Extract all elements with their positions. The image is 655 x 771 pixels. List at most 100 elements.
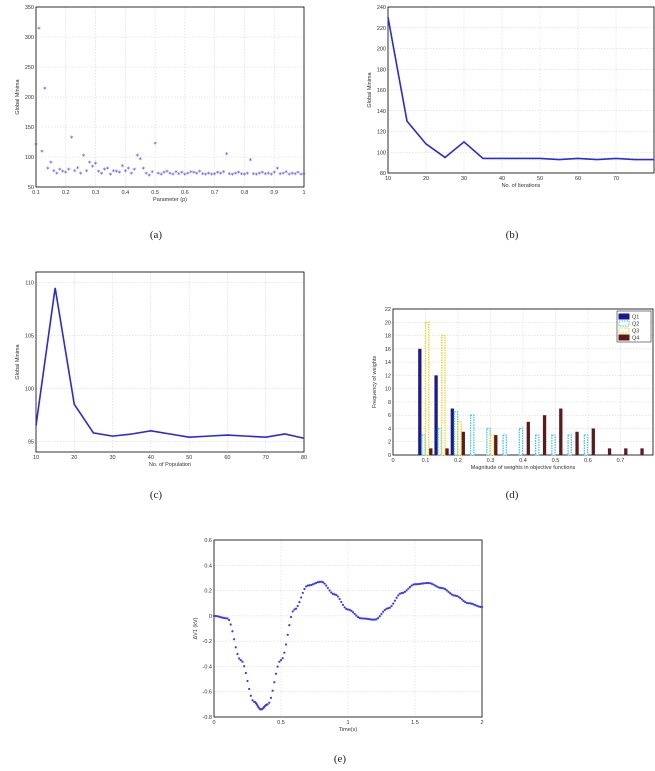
data-point (326, 586, 329, 590)
data-point (413, 583, 417, 586)
data-point: * (106, 166, 110, 174)
data-point (417, 582, 420, 586)
data-point: * (216, 170, 220, 178)
data-point (437, 586, 440, 589)
bar-q4 (591, 428, 595, 455)
axes-frame (35, 271, 305, 453)
bar-q1 (450, 408, 454, 455)
legend-label: Q4 (632, 336, 639, 342)
data-point: * (293, 171, 297, 179)
y-tick-label: 200 (25, 95, 34, 101)
data-point (244, 671, 247, 675)
bar-q4 (575, 431, 579, 455)
x-tick-label: 0.8 (241, 190, 249, 196)
data-point (343, 606, 346, 609)
data-point (403, 590, 407, 593)
data-point (356, 615, 360, 619)
data-point: * (243, 172, 247, 180)
bar-q2 (437, 427, 443, 456)
data-point (462, 599, 465, 602)
bar-q2 (534, 434, 540, 456)
data-point: * (207, 170, 211, 178)
data-point: * (255, 172, 259, 180)
data-point (422, 582, 425, 585)
bar-q4 (559, 408, 563, 455)
data-point (316, 581, 319, 584)
data-point: * (287, 172, 291, 180)
data-point: * (144, 170, 148, 178)
data-point (368, 618, 371, 621)
data-point (340, 600, 343, 604)
data-point: * (127, 166, 131, 174)
panel-d-plot: 0 0.1 0.2 0.3 0.4 0.5 0.6 0.7 0 2 4 6 8 10 12 14 16 18 20 2… (372, 307, 654, 471)
data-point (469, 602, 472, 605)
data-point (428, 582, 432, 585)
data-point (249, 694, 252, 697)
data-point: * (258, 170, 262, 178)
x-tick-label: 0 (212, 720, 215, 726)
data-point (238, 657, 241, 660)
data-point (400, 592, 403, 595)
data-point (233, 638, 236, 641)
axes-frame (213, 539, 483, 718)
data-point (279, 659, 283, 662)
y-tick-label: 250 (25, 65, 34, 71)
data-point (365, 617, 368, 620)
data-point (360, 617, 363, 620)
data-point: * (284, 169, 288, 177)
data-point: * (133, 167, 137, 175)
data-point (434, 584, 437, 587)
data-point (269, 696, 273, 699)
data-point (382, 610, 385, 613)
y-tick-label: 150 (25, 125, 34, 131)
data-point (229, 623, 232, 626)
data-point (393, 599, 396, 602)
x-tick-label: 0.5 (151, 190, 159, 196)
data-point (294, 607, 298, 610)
x-tick-label: 0.6 (181, 190, 189, 196)
data-point (236, 652, 239, 656)
data-point (439, 586, 442, 589)
data-point: * (234, 170, 238, 178)
legend-swatch (618, 313, 630, 320)
data-point: * (168, 170, 172, 178)
data-point (412, 583, 415, 586)
data-point: * (91, 164, 95, 172)
data-point: * (222, 169, 226, 177)
data-point: * (195, 170, 199, 178)
data-point (306, 584, 309, 587)
y-tick-label: 140 (377, 109, 386, 115)
y-tick-label: 10 (385, 387, 391, 393)
bar-q4 (494, 435, 498, 455)
data-point (341, 603, 345, 606)
data-point (385, 607, 388, 610)
data-point (325, 584, 328, 587)
x-tick-label: 20 (71, 455, 77, 461)
data-point: * (88, 160, 92, 168)
x-tick-label: 40 (499, 176, 505, 182)
data-point: * (278, 171, 282, 179)
data-point: * (219, 170, 223, 178)
data-point (289, 615, 293, 619)
data-point (388, 606, 391, 609)
bar-q4 (640, 448, 644, 455)
data-point: * (34, 142, 38, 150)
data-point (278, 660, 281, 663)
data-point (328, 589, 331, 592)
y-tick-label: -0.4 (203, 664, 212, 670)
data-point (301, 591, 304, 595)
data-point (318, 580, 321, 583)
data-point (311, 583, 314, 586)
y-tick-label: 16 (385, 347, 391, 353)
data-point: * (147, 173, 151, 181)
x-tick-label: 0.3 (487, 458, 495, 464)
data-point: * (159, 172, 163, 180)
data-point (470, 602, 474, 605)
y-tick-label: 2 (388, 440, 391, 446)
caption-c: (c) (150, 489, 163, 501)
data-point (227, 618, 231, 622)
y-tick-label: 200 (377, 47, 386, 53)
data-point (442, 587, 445, 590)
